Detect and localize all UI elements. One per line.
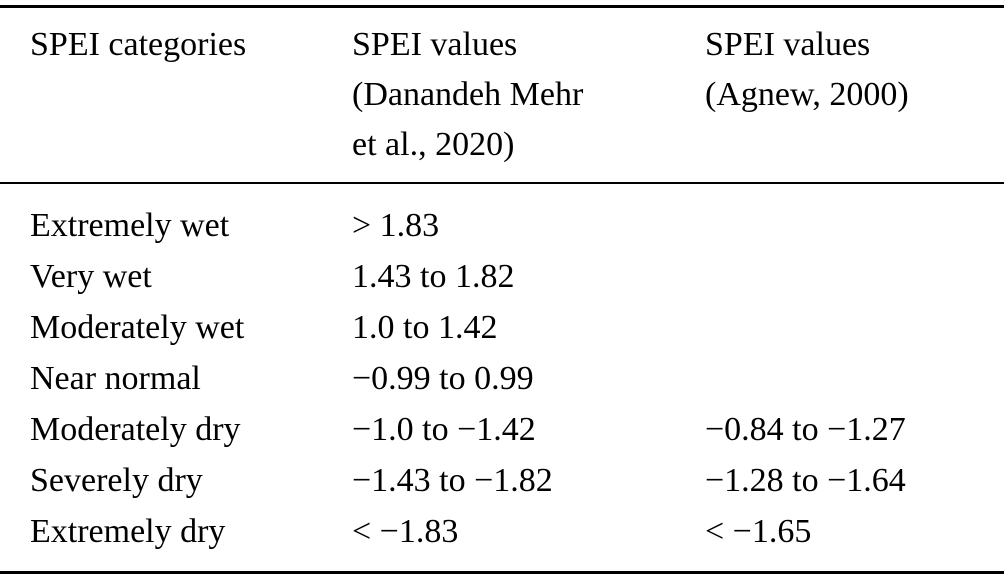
cell-category: Severely dry bbox=[30, 462, 203, 499]
cell-value-agnew bbox=[705, 302, 1004, 353]
cell-value-danandeh-mehr: > 1.83 bbox=[352, 207, 440, 244]
cell-value-agnew: −1.28 to −1.64 bbox=[705, 462, 906, 499]
column-header-spei-categories: SPEI categories bbox=[0, 6, 352, 184]
column-header-spei-values-agnew: SPEI values (Agnew, 2000) bbox=[705, 6, 1004, 184]
cell-category: Near normal bbox=[30, 360, 201, 397]
cell-value-agnew: −0.84 to −1.27 bbox=[705, 411, 906, 448]
column-header-spei-values-danandeh-mehr: SPEI values (Danandeh Mehr et al., 2020) bbox=[352, 6, 705, 184]
table-row-moderately-wet: Moderately wet 1.0 to 1.42 bbox=[0, 302, 1004, 353]
cell-value-danandeh-mehr: −1.43 to −1.82 bbox=[352, 462, 553, 499]
cell-value-agnew bbox=[705, 353, 1004, 404]
cell-value-agnew bbox=[705, 183, 1004, 251]
table-row-extremely-wet: Extremely wet > 1.83 bbox=[0, 183, 1004, 251]
table-row-near-normal: Near normal −0.99 to 0.99 bbox=[0, 353, 1004, 404]
cell-value-danandeh-mehr: −0.99 to 0.99 bbox=[352, 360, 534, 397]
cell-value-danandeh-mehr: 1.43 to 1.82 bbox=[352, 258, 515, 295]
table-row-moderately-dry: Moderately dry −1.0 to −1.42 −0.84 to −1… bbox=[0, 404, 1004, 455]
cell-value-danandeh-mehr: −1.0 to −1.42 bbox=[352, 411, 536, 448]
cell-category: Moderately wet bbox=[30, 309, 245, 346]
cell-value-agnew: < −1.65 bbox=[705, 513, 812, 550]
cell-category: Extremely wet bbox=[30, 207, 230, 244]
table-row-severely-dry: Severely dry −1.43 to −1.82 −1.28 to −1.… bbox=[0, 455, 1004, 506]
cell-value-danandeh-mehr: 1.0 to 1.42 bbox=[352, 309, 498, 346]
cell-category: Very wet bbox=[30, 258, 152, 295]
table-row-very-wet: Very wet 1.43 to 1.82 bbox=[0, 251, 1004, 302]
spei-classification-table: SPEI categories SPEI values (Danandeh Me… bbox=[0, 5, 1004, 574]
cell-value-danandeh-mehr: < −1.83 bbox=[352, 513, 459, 550]
header-row: SPEI categories SPEI values (Danandeh Me… bbox=[0, 6, 1004, 184]
table-row-extremely-dry: Extremely dry < −1.83 < −1.65 bbox=[0, 506, 1004, 573]
cell-category: Moderately dry bbox=[30, 411, 241, 448]
cell-value-agnew bbox=[705, 251, 1004, 302]
cell-category: Extremely dry bbox=[30, 513, 226, 550]
